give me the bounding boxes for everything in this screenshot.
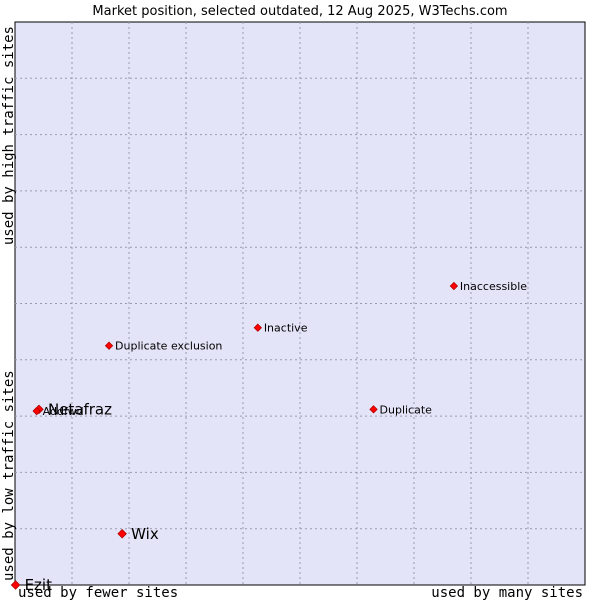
data-label-inactive: Inactive [264,322,308,335]
chart-title: Market position, selected outdated, 12 A… [92,4,507,19]
data-label-inaccessible: Inaccessible [460,280,527,293]
data-label-duplicate-exclusion: Duplicate exclusion [115,340,222,353]
y-axis-label-bottom: used by low traffic sites [1,370,17,581]
x-axis-label-left: used by fewer sites [18,585,178,600]
data-label-addfwd: Addfwd [43,405,84,418]
data-point-duplicate [369,405,378,414]
data-label-wix: Wix [131,525,159,543]
data-point-inaccessible [449,281,459,291]
data-point-ezit [10,580,21,590]
data-point-addfwd [32,406,41,416]
grid-lines [15,22,585,585]
data-point-wix [117,529,127,539]
data-point-inactive [253,323,262,332]
data-label-netafraz: Netafraz [48,400,112,418]
data-points: Inaccessible Inactive Duplicate exclusion D… [10,280,527,594]
data-point-duplicate-exclusion [104,341,114,350]
y-axis-label-top: used by high traffic sites [1,26,17,245]
data-label-ezit: Ezit [25,576,53,594]
x-axis-label-right: used by many sites [431,585,583,600]
data-label-duplicate: Duplicate [380,403,433,416]
